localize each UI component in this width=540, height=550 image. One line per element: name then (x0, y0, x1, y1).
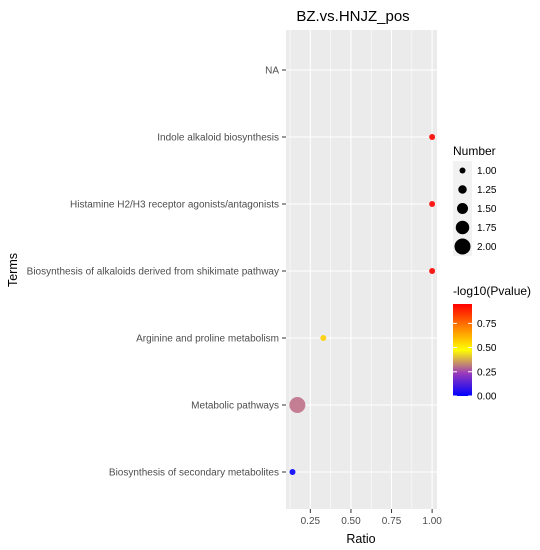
data-point (320, 335, 327, 341)
y-axis-title: Terms (6, 253, 20, 287)
x-tick-label: 0.75 (382, 516, 402, 527)
size-legend-title: Number (453, 144, 496, 158)
colorbar (453, 304, 472, 396)
y-tick-label: NA (265, 66, 279, 77)
data-point (429, 201, 436, 207)
plot-panel (286, 30, 437, 509)
size-legend-symbol (459, 167, 466, 174)
y-tick-label: Biosynthesis of secondary metabolites (109, 468, 279, 479)
size-legend-symbol (458, 185, 467, 194)
colorbar-label: 0.50 (477, 343, 497, 354)
color-legend: -log10(Pvalue) 0.00 0.25 0.50 0.75 (453, 284, 531, 403)
data-point (429, 134, 436, 140)
x-tick-label: 1.00 (422, 516, 442, 527)
chart-title: BZ.vs.HNJZ_pos (296, 8, 409, 25)
size-legend-label: 1.75 (477, 223, 497, 234)
size-legend-symbol (455, 220, 470, 235)
colorbar-label: 0.00 (477, 392, 497, 403)
size-legend-symbol (454, 238, 471, 255)
data-point (289, 469, 296, 475)
colorbar-label: 0.25 (477, 367, 497, 378)
y-tick-label: Metabolic pathways (191, 401, 279, 412)
y-tick-label: Histamine H2/H3 receptor agonists/antago… (70, 200, 279, 211)
x-axis-title: Ratio (346, 532, 375, 546)
size-legend-label: 1.50 (477, 204, 497, 215)
grid-lines (286, 30, 437, 509)
data-points (289, 134, 436, 475)
size-legend-symbol (457, 203, 468, 214)
x-axis: 0.25 0.50 0.75 1.00 (301, 509, 442, 527)
size-legend-label: 2.00 (477, 242, 497, 253)
x-tick-label: 0.25 (301, 516, 321, 527)
y-tick-label: Indole alkaloid biosynthesis (157, 133, 279, 144)
data-point (289, 397, 306, 413)
size-legend-label: 1.00 (477, 166, 497, 177)
colorbar-label: 0.75 (477, 319, 497, 330)
size-legend-label: 1.25 (477, 185, 497, 196)
x-tick-label: 0.50 (341, 516, 361, 527)
y-tick-label: Biosynthesis of alkaloids derived from s… (27, 267, 279, 278)
data-point (429, 268, 436, 274)
y-axis: NA Indole alkaloid biosynthesis Histamine … (27, 66, 286, 479)
y-tick-label: Arginine and proline metabolism (136, 334, 279, 345)
size-legend: Number 1.00 1.25 1.50 1.75 2.00 (453, 144, 497, 256)
color-legend-title: -log10(Pvalue) (453, 284, 531, 298)
